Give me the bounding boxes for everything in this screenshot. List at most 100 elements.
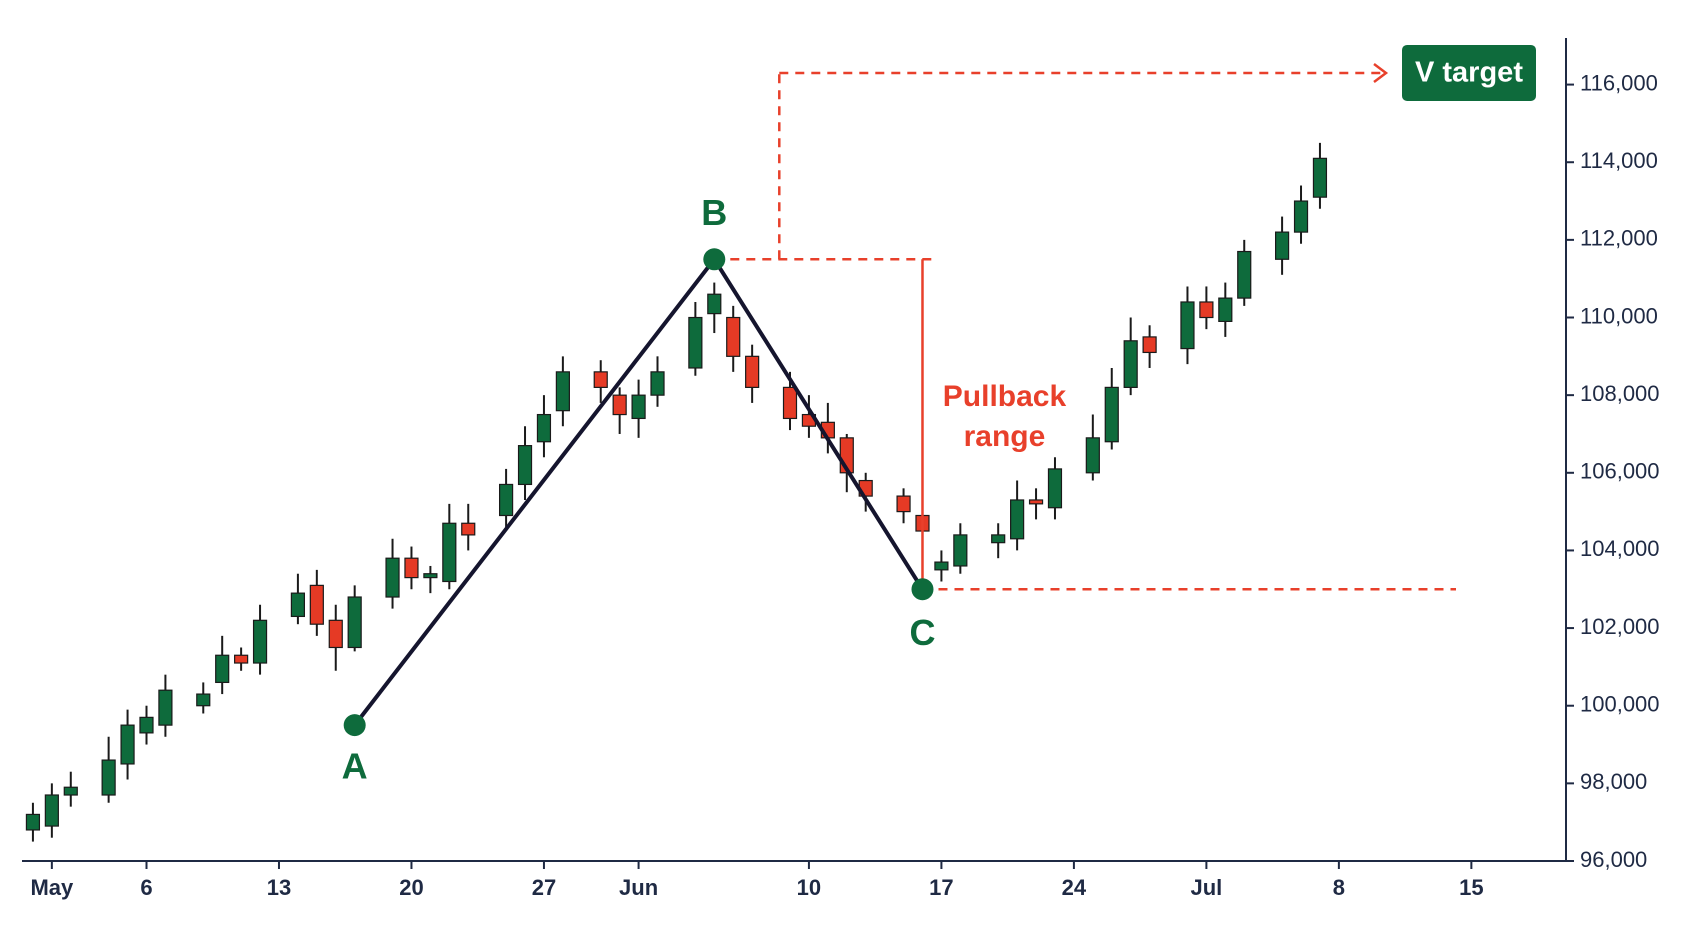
x-tick-label: 17 xyxy=(929,875,953,900)
pattern-line xyxy=(353,255,925,727)
candle-body xyxy=(1312,157,1328,198)
candle xyxy=(991,523,1006,559)
candle-body xyxy=(726,316,741,357)
candle xyxy=(688,301,703,376)
candle xyxy=(328,604,343,671)
x-tick-label: Jun xyxy=(619,875,658,900)
pattern-point xyxy=(343,714,366,737)
candle-body xyxy=(1199,301,1214,319)
candle xyxy=(1142,325,1157,368)
candle-body xyxy=(309,584,324,625)
candle-body xyxy=(252,619,268,664)
y-tick-label: 112,000 xyxy=(1580,226,1658,251)
candle xyxy=(953,523,968,574)
candle xyxy=(536,395,552,458)
candle xyxy=(1237,239,1252,306)
candle-body xyxy=(1142,336,1157,354)
candle-body xyxy=(196,693,211,707)
x-tick-label: 10 xyxy=(797,875,821,900)
candle xyxy=(707,282,722,334)
candle xyxy=(1312,142,1328,209)
x-tick-label: 13 xyxy=(267,875,291,900)
candle xyxy=(593,360,608,403)
x-tick-label: 27 xyxy=(532,875,556,900)
candle xyxy=(139,705,154,745)
candle xyxy=(461,503,476,551)
candle-body xyxy=(385,557,400,598)
candle-body xyxy=(517,445,533,486)
candle-body xyxy=(1028,499,1044,505)
candle xyxy=(1199,286,1214,330)
candle xyxy=(120,709,135,780)
candle-body xyxy=(593,371,608,388)
y-tick-label: 110,000 xyxy=(1580,303,1658,328)
candle-body xyxy=(782,386,798,420)
candle xyxy=(934,550,949,582)
candle xyxy=(1293,185,1309,244)
candle-body xyxy=(1180,301,1195,350)
candle xyxy=(215,635,230,695)
candle xyxy=(347,585,362,652)
candle-body xyxy=(461,522,476,536)
candle-body xyxy=(1104,386,1119,443)
y-tick-label: 98,000 xyxy=(1580,769,1647,794)
candle xyxy=(158,674,173,737)
candle xyxy=(1274,216,1290,275)
x-tick-label: May xyxy=(30,875,74,900)
candle xyxy=(234,647,249,671)
pattern-point xyxy=(911,578,934,601)
candle-body xyxy=(139,716,154,734)
candle xyxy=(1104,367,1119,450)
target-arrow xyxy=(1373,62,1389,83)
y-tick-label: 104,000 xyxy=(1580,536,1660,561)
candle xyxy=(726,305,741,372)
candle-body xyxy=(442,522,457,583)
x-tick-label: 15 xyxy=(1459,875,1483,900)
x-tick-label: 20 xyxy=(399,875,423,900)
candle-body xyxy=(44,794,59,827)
candle-body xyxy=(688,316,703,369)
candle xyxy=(309,569,324,636)
pattern-point-label: B xyxy=(701,192,727,233)
candle xyxy=(196,682,211,714)
x-tick-label: 24 xyxy=(1062,875,1087,900)
candle-body xyxy=(63,786,78,796)
candle xyxy=(1010,480,1025,551)
candle-body xyxy=(234,654,249,664)
target-box xyxy=(1402,44,1536,101)
candle xyxy=(423,565,438,594)
candle xyxy=(385,538,400,609)
candle xyxy=(1123,317,1138,396)
candle xyxy=(1047,457,1063,520)
candle-body xyxy=(555,371,570,412)
candle-body xyxy=(1123,340,1138,388)
candle-body xyxy=(536,413,552,443)
x-tick-label: 6 xyxy=(140,875,152,900)
pattern-point-label: A xyxy=(342,746,368,787)
candle xyxy=(1180,286,1195,365)
candle xyxy=(63,771,78,807)
candle xyxy=(290,573,306,625)
candle-body xyxy=(650,371,665,396)
candle xyxy=(442,503,457,590)
candle xyxy=(25,802,41,842)
candle-body xyxy=(707,293,722,315)
candle-body xyxy=(120,724,135,765)
candle-body xyxy=(404,557,419,579)
candle-body xyxy=(25,813,41,831)
candle-body xyxy=(498,483,514,517)
candle-body xyxy=(896,495,911,513)
candle-body xyxy=(612,394,627,416)
candle-body xyxy=(1085,437,1100,474)
y-tick-label: 114,000 xyxy=(1580,148,1658,173)
candle-body xyxy=(953,534,968,567)
candle xyxy=(1218,282,1233,337)
candle xyxy=(650,356,665,407)
target-label: V target xyxy=(1415,57,1523,89)
y-tick-label: 100,000 xyxy=(1580,692,1660,717)
x-tick-label: Jul xyxy=(1190,875,1222,900)
candle xyxy=(745,344,760,403)
candle-body xyxy=(101,759,116,796)
x-tick-label: 8 xyxy=(1333,875,1345,900)
